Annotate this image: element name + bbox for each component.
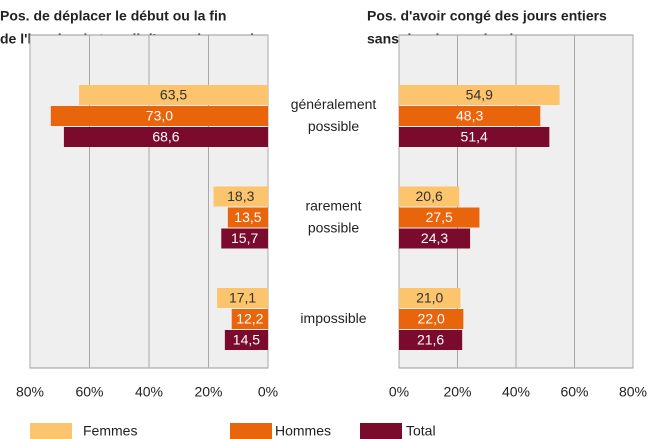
bar-label: 13,5 (234, 209, 261, 225)
x-tick-label: 60% (75, 384, 103, 400)
bar-label: 20,6 (416, 188, 443, 204)
bar-label: 21,0 (416, 290, 443, 306)
x-tick-label: 20% (443, 384, 471, 400)
x-tick-label: 80% (16, 384, 44, 400)
bar (399, 207, 480, 228)
legend-swatch (30, 423, 72, 439)
x-tick-label: 40% (502, 384, 530, 400)
bar (227, 207, 268, 228)
x-tick-label: 20% (194, 384, 222, 400)
bar (399, 228, 471, 249)
bar (399, 288, 461, 308)
bar-label: 17,1 (229, 290, 256, 306)
bar (50, 106, 269, 126)
bar (79, 85, 269, 105)
bar (399, 85, 560, 105)
bar-label: 24,3 (421, 230, 448, 246)
bar-label: 73,0 (146, 108, 173, 124)
bar (63, 127, 268, 147)
legend-label: Hommes (275, 423, 331, 439)
category-label: rarement possible (305, 197, 361, 235)
bar-label: 21,6 (417, 332, 444, 348)
bar (231, 309, 268, 329)
legend-swatch (230, 423, 272, 439)
category-label: généralement possible (291, 96, 377, 134)
x-tick-label: 0% (258, 384, 278, 400)
category-line: possible (308, 118, 360, 134)
bar-label: 68,6 (152, 129, 179, 145)
x-tick-label: 80% (619, 384, 647, 400)
legend-label: Total (406, 423, 436, 439)
legend-label: Femmes (83, 423, 137, 439)
bar-label: 51,4 (461, 129, 488, 145)
chart-title: Pos. d'avoir congé des jours entiers (367, 8, 607, 24)
bar (224, 330, 268, 350)
bar (217, 288, 268, 308)
x-tick-label: 60% (560, 384, 588, 400)
bar-label: 15,7 (231, 230, 258, 246)
bar-label: 27,5 (426, 209, 453, 225)
bar (399, 309, 464, 329)
bar-label: 12,2 (236, 311, 263, 327)
bar-label: 48,3 (456, 108, 483, 124)
chart-title: Pos. de déplacer le début ou la fin (0, 8, 226, 24)
bar-label: 54,9 (466, 87, 493, 103)
bar (213, 186, 268, 207)
legend-swatch (360, 423, 402, 439)
bar-label: 14,5 (233, 332, 260, 348)
bar-label: 18,3 (227, 188, 254, 204)
category-line: impossible (300, 310, 366, 326)
category-line: rarement (305, 197, 361, 213)
x-tick-label: 0% (389, 384, 409, 400)
bar-label: 22,0 (418, 311, 445, 327)
bar (399, 106, 541, 126)
category-line: possible (308, 219, 360, 235)
bar-label: 63,5 (160, 87, 187, 103)
bar (399, 186, 460, 207)
bar (221, 228, 268, 249)
category-label: impossible (300, 310, 366, 326)
x-tick-label: 40% (135, 384, 163, 400)
category-line: généralement (291, 96, 377, 112)
bar (399, 330, 463, 350)
bar (399, 127, 550, 147)
